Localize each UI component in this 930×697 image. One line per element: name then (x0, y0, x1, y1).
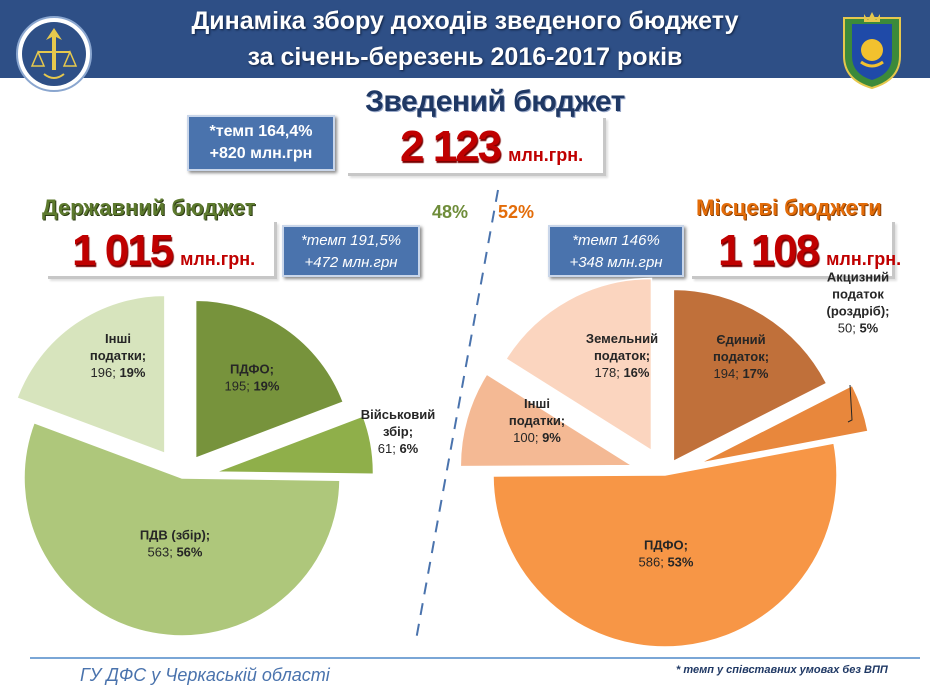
local-amount-panel: 1 108 млн.грн. (692, 222, 901, 279)
consolidated-rate-line2: +820 млн.грн (209, 145, 313, 162)
pie1-percent-1: 19% (253, 379, 279, 394)
pie1-label-2: Військовий збір; 61; 6% (361, 407, 435, 456)
local-rate-line2: +348 млн.грн (569, 254, 663, 271)
tax-service-emblem-icon (16, 16, 92, 92)
region-coat-of-arms-icon (843, 12, 901, 90)
pie2-label-2-line-2: податок (832, 287, 884, 302)
pie2-label-1-line-2: податок; (713, 349, 769, 364)
pie1-label-4-line-2: податки; (90, 348, 146, 363)
local-rate-box: *темп 146% +348 млн.грн (548, 225, 684, 277)
pie2-label-5-line-1: Земельний (586, 331, 658, 346)
pie2-label-4: Інші податки; 100; 9% (509, 396, 565, 445)
consolidated-budget-title: Зведений бюджет (365, 85, 625, 118)
local-budget-title: Місцеві бюджети (696, 195, 882, 220)
pie2-label-2-line-3: (роздріб); (827, 304, 890, 319)
pie2-label-5-line-2: податок; (594, 348, 650, 363)
pie2-value-4: 100; (513, 430, 542, 445)
pie2-label-2-line-1: Акцизний (827, 270, 889, 285)
state-share: 48% (432, 202, 469, 222)
consolidated-unit: млн.грн. (508, 145, 584, 165)
pie1-label-1-line-1: ПДФО; (230, 362, 274, 377)
state-rate-box: *темп 191,5% +472 млн.грн (282, 225, 420, 277)
pie2-slice-4 (459, 373, 635, 468)
pie2-label-3-line-1: ПДФО; (644, 538, 688, 553)
local-share: 52% (498, 202, 535, 222)
local-amount: 1 108 (718, 226, 820, 275)
pie2-label-5: Земельний податок; 178; 16% (586, 331, 658, 380)
consolidated-amount: 2 123 (400, 122, 502, 171)
pie2-value-3: 586; (639, 555, 668, 570)
local-amount-line: 1 108 млн.грн. (718, 226, 901, 276)
state-budget-title: Державний бюджет (42, 195, 256, 220)
state-amount-line: 1 015 млн.грн. (72, 226, 255, 276)
pie2-label-4-line-1: Інші (524, 396, 550, 411)
page-title-line1: Динаміка збору доходів зведеного бюджету (191, 7, 739, 35)
pie1-label-1: ПДФО; 195; 19% (225, 362, 280, 394)
pie1-label-3: ПДВ (збір); 563; 56% (140, 528, 210, 560)
page-title-line2: за січень-березень 2016-2017 років (247, 43, 683, 71)
pie1-label-4-line-1: Інші (105, 331, 131, 346)
pie2-percent-3: 53% (667, 555, 693, 570)
state-unit: млн.грн. (180, 249, 256, 269)
state-amount-panel: 1 015 млн.грн. (48, 222, 277, 279)
pie2-slice-2 (698, 384, 869, 465)
pie2-slice-1 (672, 288, 828, 463)
pie1-value-1: 195; (225, 379, 254, 394)
pie2-leader-2 (847, 384, 853, 423)
state-rate-line1: *темп 191,5% (300, 232, 402, 249)
pie2-percent-5: 16% (623, 365, 649, 380)
pie2-label-2: Акцизний податок (роздріб); 50; 5% (827, 270, 890, 336)
pie2-value-1: 194; (714, 366, 743, 381)
pie1-slice-4 (15, 294, 166, 455)
pie1-label-2-line-2: збір; (383, 424, 413, 439)
state-amount: 1 015 (72, 226, 174, 275)
header-banner (0, 0, 930, 78)
footer-organization: ГУ ДФС у Черкаській області (80, 665, 330, 685)
local-unit: млн.грн. (826, 249, 902, 269)
consolidated-amount-panel: 2 123 млн.грн. (348, 118, 606, 176)
pie2-label-4-line-2: податки; (509, 413, 565, 428)
footer-note: * темп у співставних умовах без ВПП (676, 664, 888, 676)
pie1-value-2: 61; (378, 441, 400, 456)
consolidated-rate-line1: *темп 164,4% (209, 123, 313, 140)
state-rate-line2: +472 млн.грн (304, 254, 398, 271)
pie1-label-2-line-1: Військовий (361, 407, 435, 422)
footer-divider (30, 657, 920, 659)
pie2-percent-1: 17% (742, 366, 768, 381)
pie2-label-1: Єдиний податок; 194; 17% (713, 332, 769, 381)
consolidated-amount-line: 2 123 млн.грн. (400, 122, 583, 172)
pie2-slice-3 (492, 442, 838, 648)
pie1-slice-2 (215, 414, 375, 476)
pie1-label-3-line-1: ПДВ (збір); (140, 528, 210, 543)
pie1-label-4: Інші податки; 196; 19% (90, 331, 146, 380)
pie1-percent-4: 19% (119, 365, 145, 380)
pie1-percent-2: 6% (399, 441, 418, 456)
pie2-value-5: 178; (595, 365, 624, 380)
pie1-slice-3 (23, 421, 341, 637)
pie2-label-1-line-1: Єдиний (716, 332, 765, 347)
consolidated-rate-box: *темп 164,4% +820 млн.грн (187, 115, 335, 171)
pie1-value-4: 196; (91, 365, 120, 380)
pie2-value-2: 50; (838, 321, 860, 336)
pie1-percent-3: 56% (176, 545, 202, 560)
local-rate-line1: *темп 146% (572, 232, 660, 249)
pie1-value-3: 563; (148, 545, 177, 560)
page-title: Динаміка збору доходів зведеного бюджету… (0, 0, 930, 75)
pie2-percent-2: 5% (859, 321, 878, 336)
pie1-slice-1 (194, 299, 345, 460)
pie2-label-3: ПДФО; 586; 53% (639, 538, 694, 570)
pie2-percent-4: 9% (542, 430, 561, 445)
pie2-slice-5 (504, 277, 653, 452)
